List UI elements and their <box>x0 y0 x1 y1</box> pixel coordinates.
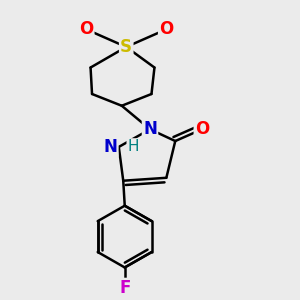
Text: O: O <box>79 20 93 38</box>
Text: N: N <box>103 138 117 156</box>
Text: N: N <box>143 120 157 138</box>
Text: S: S <box>120 38 132 56</box>
Text: O: O <box>195 120 209 138</box>
Text: O: O <box>159 20 173 38</box>
Text: H: H <box>128 140 139 154</box>
Text: F: F <box>119 279 130 297</box>
